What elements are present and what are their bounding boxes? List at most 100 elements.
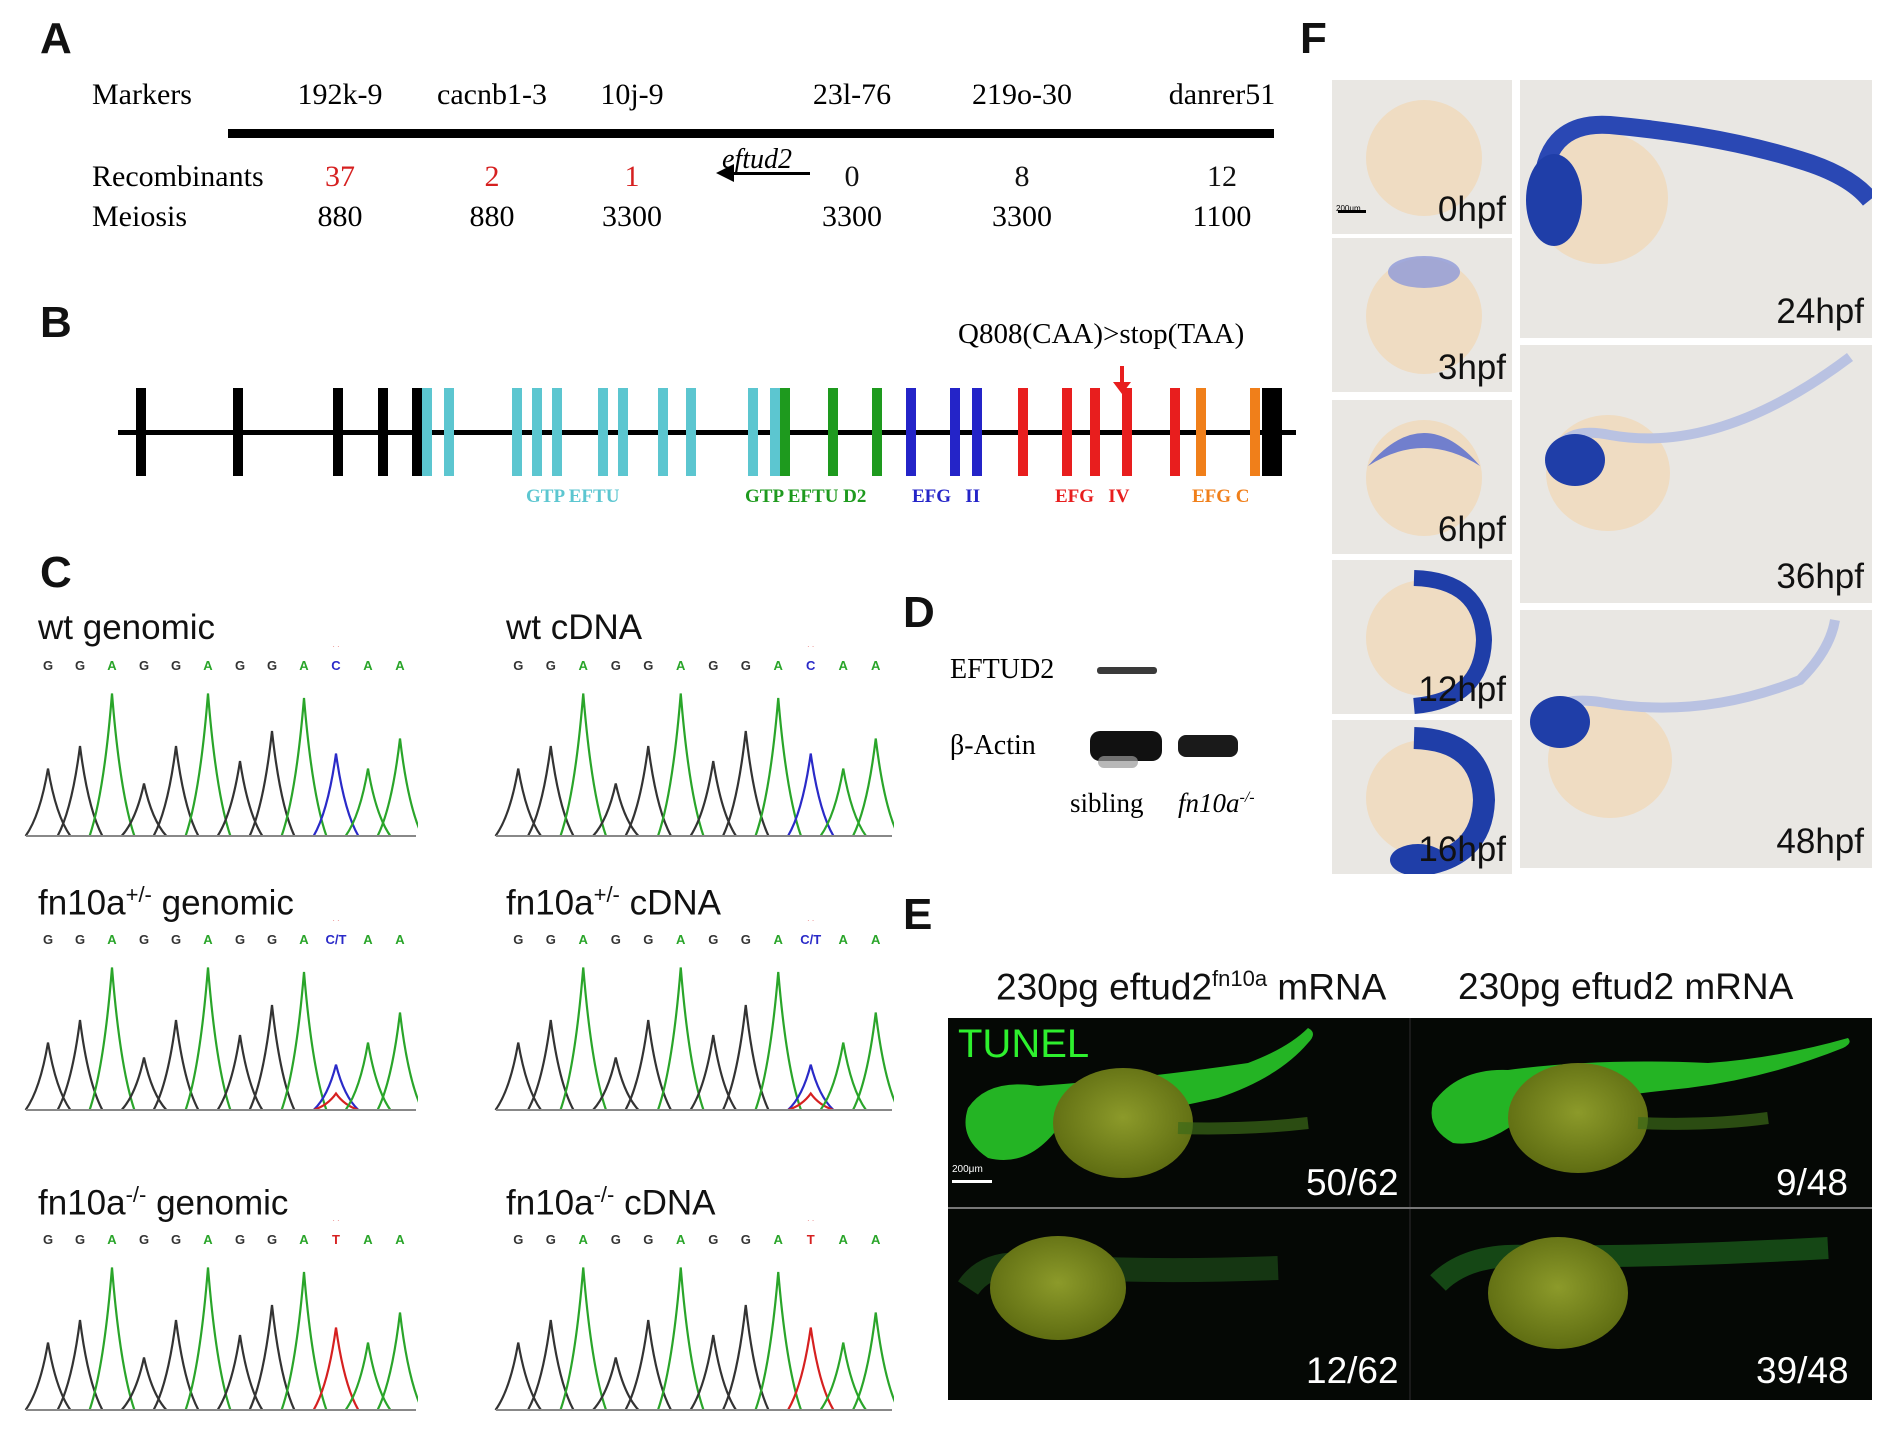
trace-peak — [852, 738, 894, 837]
tunel-embryo-1 — [965, 1028, 1313, 1178]
exon-block — [950, 388, 960, 476]
base-call: G — [611, 658, 621, 673]
chromatogram: G G A G G A G G A C* A A — [24, 646, 418, 837]
trace-peak — [280, 1271, 328, 1411]
base-call: G — [546, 932, 556, 947]
base-call: A — [395, 932, 405, 947]
base-call: G — [267, 1232, 277, 1247]
base-call: G — [708, 932, 718, 947]
base-call: G — [235, 932, 245, 947]
stage-label: 16hpf — [1418, 830, 1506, 869]
exon-block — [1170, 388, 1180, 476]
trace-peak — [280, 971, 328, 1111]
trace-peak — [559, 1267, 608, 1411]
domain-label: EFG II — [912, 486, 981, 507]
meiosis-count: 1100 — [1192, 200, 1252, 233]
exon-block — [1272, 388, 1282, 476]
base-call: A — [871, 1232, 881, 1247]
base-call: G — [43, 658, 53, 673]
ish-embryo-early: 12hpf — [1332, 560, 1512, 714]
ish-embryo-late: 36hpf — [1520, 345, 1872, 603]
blot-row-actin: β-Actin — [950, 730, 1036, 761]
marker-name: danrer51 — [1168, 78, 1276, 111]
tunel-count-1: 50/62 — [1306, 1162, 1399, 1203]
base-call: G — [75, 1232, 85, 1247]
stage-label: 24hpf — [1776, 292, 1864, 331]
base-call: A — [676, 1232, 686, 1247]
trace-peak — [56, 745, 104, 837]
base-call: A — [107, 658, 117, 673]
trace-peak — [754, 697, 803, 837]
ish-embryo-early: 3hpf — [1332, 238, 1512, 392]
exon-block — [906, 388, 916, 476]
f-scale-label: 200μm — [1336, 204, 1361, 213]
trace-peak — [312, 753, 360, 837]
base-call: G — [139, 658, 149, 673]
trace-peak — [656, 967, 705, 1111]
base-call: A — [676, 932, 686, 947]
base-call: A — [299, 658, 309, 673]
trace-peak — [624, 1019, 672, 1111]
base-call: A — [774, 932, 784, 947]
stage-label: 36hpf — [1776, 557, 1864, 596]
base-call: G — [267, 932, 277, 947]
base-call: A — [107, 1232, 117, 1247]
stage-label: 12hpf — [1418, 670, 1506, 709]
trace-peak — [56, 1019, 104, 1111]
base-call: A — [363, 658, 373, 673]
chromatogram: G G A G G A G G A C/T* A A — [24, 920, 418, 1112]
base-call: G — [708, 1232, 718, 1247]
base-call: A — [871, 658, 881, 673]
base-call: G — [235, 1232, 245, 1247]
exon-block — [378, 388, 388, 476]
e-column2-title: 230pg eftud2 mRNA — [1458, 966, 1794, 1007]
mutation-star-icon: * — [330, 646, 342, 663]
trace-peak — [24, 1342, 72, 1411]
exon-block — [532, 388, 542, 476]
exon-block — [1122, 388, 1132, 476]
trace-peak — [527, 1019, 575, 1111]
panel-d-label: D — [903, 588, 935, 637]
stage-label: 3hpf — [1437, 348, 1506, 387]
trace-peak — [722, 730, 770, 837]
base-call: T — [332, 1232, 340, 1247]
chromosome-bar — [228, 129, 1274, 138]
base-call: G — [43, 1232, 53, 1247]
meiosis-row-label: Meiosis — [92, 200, 188, 233]
trace-peak — [787, 1327, 835, 1411]
ish-embryo-late: 48hpf — [1520, 610, 1872, 868]
exon-block — [422, 388, 432, 476]
meiosis-count: 3300 — [992, 200, 1052, 233]
trace-peak — [312, 1327, 360, 1411]
base-call: G — [546, 1232, 556, 1247]
trace-peak — [88, 693, 136, 837]
base-call: A — [203, 658, 213, 673]
panel-a-label: A — [40, 14, 72, 63]
trace-peak — [819, 1042, 867, 1111]
exon-block — [512, 388, 522, 476]
base-call: A — [839, 658, 849, 673]
base-call: A — [774, 1232, 784, 1247]
base-call: G — [171, 658, 181, 673]
base-call: A — [299, 932, 309, 947]
exon-block — [1090, 388, 1100, 476]
eftud2-band — [1097, 667, 1157, 674]
exon-block — [686, 388, 696, 476]
trace-peak — [216, 1334, 264, 1411]
base-call: G — [546, 658, 556, 673]
base-call: G — [139, 932, 149, 947]
trace-title: fn10a-/- cDNA — [506, 1182, 716, 1223]
base-call: A — [363, 932, 373, 947]
trace-peak — [527, 745, 575, 837]
base-call: C/T — [326, 932, 347, 947]
base-call: A — [203, 1232, 213, 1247]
meiosis-count: 3300 — [602, 200, 662, 233]
base-call: G — [171, 1232, 181, 1247]
exon-block — [1262, 388, 1272, 476]
exon-block — [748, 388, 758, 476]
panel-c-label: C — [40, 548, 72, 597]
trace-title: fn10a+/- cDNA — [506, 882, 722, 923]
mutation-star-icon: * — [805, 1220, 817, 1237]
panel-f-label: F — [1300, 14, 1327, 63]
base-call: A — [676, 658, 686, 673]
